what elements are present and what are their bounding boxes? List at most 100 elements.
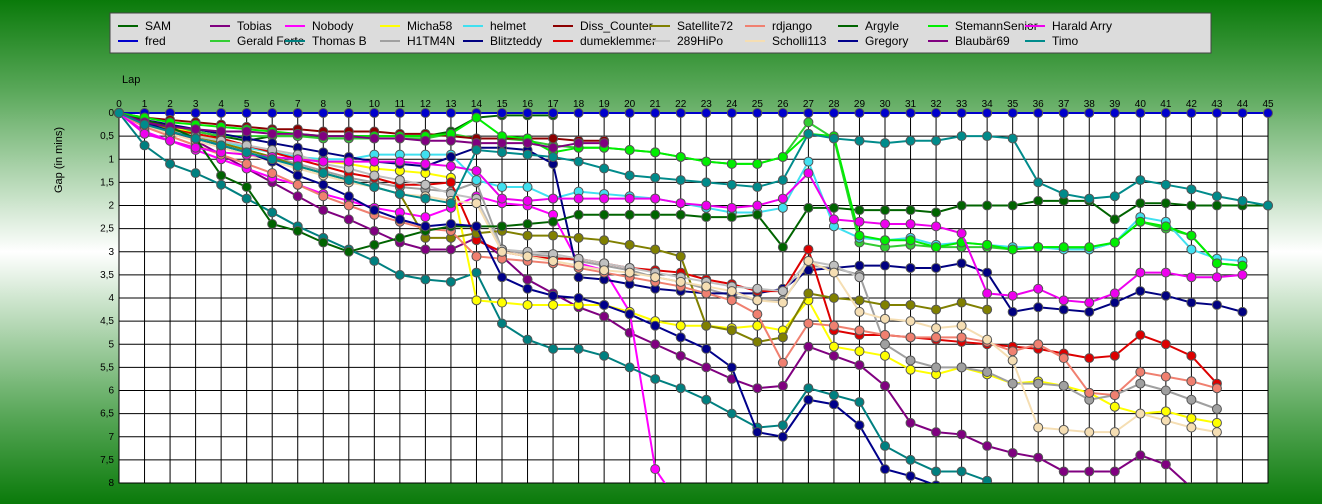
data-point (369, 170, 380, 181)
data-point (1007, 133, 1018, 144)
x-tick-label: 32 (931, 99, 943, 110)
data-point (216, 170, 227, 181)
data-point (675, 108, 686, 118)
legend-label: dumeklemmer (580, 34, 656, 48)
data-point (522, 219, 533, 229)
legend-item: rdjango (745, 19, 812, 33)
data-point (675, 332, 686, 343)
data-point (1135, 216, 1146, 227)
legend-label: StemannSenior (955, 19, 1038, 33)
x-tick-label: 16 (522, 99, 534, 110)
data-point (905, 205, 916, 216)
x-tick-label: 41 (1160, 99, 1172, 110)
legend-label: Thomas B (312, 34, 367, 48)
data-point (522, 195, 533, 206)
data-point (369, 156, 380, 167)
data-point (1135, 330, 1146, 340)
legend-item: Blitzteddy (463, 34, 542, 48)
data-point (1186, 244, 1197, 255)
data-point (650, 464, 661, 475)
data-point (1186, 272, 1197, 283)
data-point (522, 299, 533, 310)
data-point (420, 221, 431, 232)
data-point (777, 357, 788, 368)
data-point (803, 383, 814, 394)
legend-item: Thomas B (285, 34, 367, 48)
data-point (803, 318, 814, 329)
data-point (880, 108, 890, 118)
data-point (982, 441, 993, 451)
data-point (1135, 108, 1146, 118)
data-point (828, 350, 839, 361)
data-point (497, 147, 507, 158)
y-tick-label: 7,5 (100, 455, 114, 466)
legend-label: Timo (1052, 34, 1079, 48)
data-point (420, 149, 431, 160)
data-point (982, 304, 993, 315)
data-point (982, 367, 993, 377)
data-point (701, 177, 712, 188)
y-tick-label: 4 (108, 293, 114, 304)
data-point (931, 304, 942, 315)
data-point (1033, 422, 1044, 433)
x-tick-label: 17 (548, 99, 560, 110)
data-point (445, 151, 456, 162)
data-point (777, 108, 788, 118)
data-point (956, 258, 967, 269)
legend-item: dumeklemmer (553, 34, 656, 48)
data-point (394, 232, 405, 243)
data-point (445, 219, 456, 229)
data-point (1058, 108, 1069, 118)
data-point (752, 209, 763, 220)
data-point (267, 108, 278, 118)
data-point (267, 154, 278, 165)
data-point (471, 221, 482, 232)
legend-item: Blaubär69 (928, 34, 1010, 48)
data-point (1058, 466, 1069, 477)
data-point (828, 267, 839, 278)
data-point (905, 235, 916, 246)
x-tick-label: 14 (471, 99, 483, 110)
data-point (1160, 385, 1171, 396)
data-point (1186, 108, 1197, 118)
x-tick-label: 19 (599, 99, 611, 110)
data-point (880, 313, 890, 324)
data-point (956, 466, 967, 477)
data-point (190, 142, 201, 153)
data-point (165, 126, 176, 137)
data-point (880, 260, 890, 271)
legend-label: Diss_Counter (580, 19, 653, 33)
data-point (675, 175, 686, 186)
data-point (828, 214, 839, 225)
data-point (139, 140, 150, 151)
data-point (445, 198, 456, 209)
legend-label: Harald Arry (1052, 19, 1112, 33)
data-point (548, 256, 559, 266)
data-point (292, 108, 303, 118)
data-point (394, 188, 405, 199)
legend-item: Gregory (838, 34, 908, 48)
data-point (394, 269, 405, 280)
data-point (292, 128, 303, 139)
data-point (1237, 269, 1248, 280)
data-point (752, 336, 763, 347)
data-point (931, 480, 941, 483)
data-point (701, 394, 712, 405)
y-axis-ticks: 0 0,5 1 1,5 2 2,5 3 3,5 4 4,5 5 5,5 6 6,5 7 7,5 8 (100, 108, 114, 489)
x-axis-ticks: 0 1 2 3 4 5 6 7 8 9 10 11 12 13 14 15 16 17 18 19 20 21 22 23 24… (116, 99, 1274, 110)
data-point (1084, 193, 1095, 204)
data-point (803, 341, 814, 352)
data-point (1007, 346, 1018, 357)
x-tick-label: 20 (624, 99, 636, 110)
data-point (548, 343, 559, 354)
data-point (701, 108, 712, 118)
data-point (1084, 387, 1095, 398)
data-point (1033, 339, 1044, 350)
data-point (445, 108, 456, 118)
data-point (1186, 413, 1197, 424)
data-point (905, 454, 916, 465)
data-point (1033, 302, 1044, 313)
data-point (292, 161, 303, 172)
data-point (726, 179, 737, 190)
